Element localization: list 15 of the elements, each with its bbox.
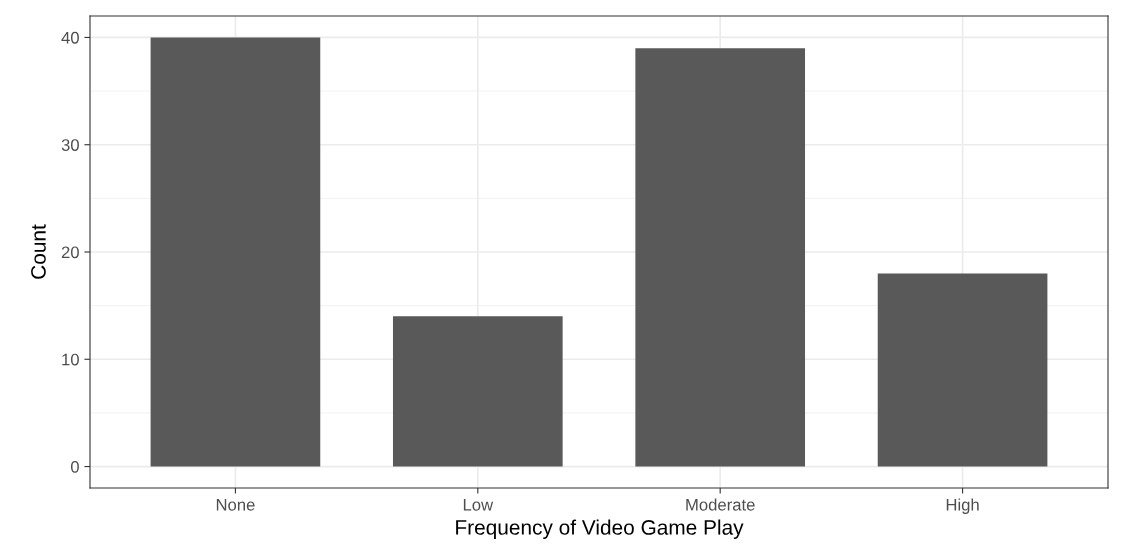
x-tick-label: Moderate xyxy=(686,498,755,511)
bar xyxy=(392,316,563,467)
x-tick-label: Low xyxy=(463,499,494,511)
x-tick-label: High xyxy=(946,498,979,514)
bar xyxy=(150,37,321,467)
y-tick-label: 20 xyxy=(61,246,79,259)
bar xyxy=(635,48,806,467)
y-axis-title: Count xyxy=(31,224,46,279)
bar xyxy=(877,273,1048,467)
x-tick-label: None xyxy=(216,499,255,511)
y-tick-label: 0 xyxy=(70,460,79,473)
y-tick-label: 40 xyxy=(61,31,79,44)
y-tick-label: 30 xyxy=(61,139,79,151)
y-tick-label: 10 xyxy=(62,353,79,366)
x-axis-title: Frequency of Video Game Play xyxy=(456,519,744,539)
